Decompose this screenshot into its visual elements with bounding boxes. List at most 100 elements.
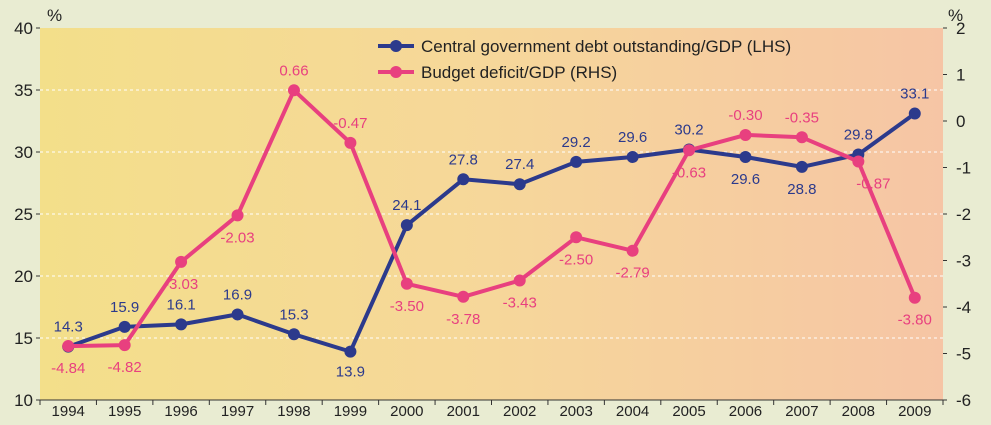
series-line-0 [67, 111, 916, 354]
series-point-0 [626, 150, 639, 163]
data-label-0: 15.9 [110, 299, 139, 316]
x-tick-label: 2001 [447, 403, 480, 420]
legend-label: Budget deficit/GDP (RHS) [421, 63, 617, 82]
data-label-0: 29.8 [844, 126, 873, 143]
series [62, 84, 921, 358]
series-point-0 [513, 178, 526, 191]
series-point-1 [400, 277, 413, 290]
data-labels: 14.3 15.9 16.1 16.9 15.3 13.9 24.1 27.8 27.4 29.2… [51, 62, 932, 380]
data-label-1: -0.47 [333, 115, 367, 132]
x-tick-label: 2004 [616, 403, 649, 420]
data-label-0: 15.3 [279, 306, 308, 323]
x-tick-label: 1997 [221, 403, 254, 420]
data-label-0: 29.6 [618, 129, 647, 146]
series-point-1 [62, 340, 75, 353]
data-label-1: 0.66 [279, 62, 308, 79]
legend-label: Central government debt outstanding/GDP … [421, 37, 791, 56]
left-tick-label: 10 [14, 391, 33, 410]
left-axis-unit: % [47, 6, 62, 25]
series-point-1 [344, 136, 357, 149]
left-tick-label: 30 [14, 143, 33, 162]
series-point-0 [739, 150, 752, 163]
data-label-0: 14.3 [54, 319, 83, 336]
x-tick-label: 2003 [559, 403, 592, 420]
series-line-1 [68, 88, 917, 349]
x-tick-label: 2007 [785, 403, 818, 420]
data-label-1: -0.30 [728, 107, 762, 124]
series-point-1 [626, 244, 639, 257]
data-label-0: 27.4 [505, 156, 534, 173]
data-label-1: -0.87 [856, 175, 890, 192]
right-tick-label: 2 [956, 19, 965, 38]
right-axis-unit: % [948, 6, 963, 25]
data-label-1: -4.82 [108, 359, 142, 376]
data-label-1: -0.63 [672, 164, 706, 181]
left-tick-label: 20 [14, 267, 33, 286]
right-tick-label: 1 [956, 66, 965, 85]
x-tick-label: 1995 [108, 403, 141, 420]
right-tick-label: -4 [956, 298, 971, 317]
data-label-0: 27.8 [449, 151, 478, 168]
x-tick-label: 2002 [503, 403, 536, 420]
series-point-0 [231, 308, 244, 321]
series-point-1 [457, 290, 470, 303]
series-point-1 [795, 131, 808, 144]
right-tick-label: -6 [956, 391, 971, 410]
data-label-1: -2.79 [615, 265, 649, 282]
series-point-1 [287, 84, 300, 97]
data-label-1: -2.50 [559, 251, 593, 268]
x-tick-label: 2008 [842, 403, 875, 420]
series-point-1 [739, 128, 752, 141]
series-point-1 [118, 339, 131, 352]
x-tick-label: 1998 [277, 403, 310, 420]
series-point-0 [175, 318, 188, 331]
legend: Central government debt outstanding/GDP … [378, 37, 791, 82]
data-label-1: -3.80 [898, 312, 932, 329]
data-label-0: 16.9 [223, 286, 252, 303]
series-point-0 [344, 345, 357, 358]
data-label-0: 28.8 [787, 181, 816, 198]
series-point-1 [570, 231, 583, 244]
right-tick-label: -1 [956, 159, 971, 178]
data-label-1: -4.84 [51, 360, 85, 377]
series-point-0 [908, 107, 921, 120]
data-label-0: 16.1 [166, 296, 195, 313]
legend-swatch-dot [390, 40, 402, 52]
series-point-1 [175, 255, 188, 268]
right-tick-label: -2 [956, 205, 971, 224]
data-label-1: -0.35 [785, 109, 819, 126]
data-label-1: -3.03 [164, 276, 198, 293]
data-label-0: 13.9 [336, 364, 365, 381]
data-label-1: -3.78 [446, 311, 480, 328]
legend-swatch-dot [390, 66, 402, 78]
data-label-0: 29.6 [731, 171, 760, 188]
data-label-0: 29.2 [562, 134, 591, 151]
data-label-0: 30.2 [674, 122, 703, 139]
series-point-0 [457, 173, 470, 186]
x-tick-label: 1999 [334, 403, 367, 420]
right-tick-label: -3 [956, 252, 971, 271]
series-point-0 [287, 328, 300, 341]
axes: 10 15 20 25 30 35 40% -6 -5 -4 -3 -2 -1 0 1 2% 1994 1995 1… [14, 6, 971, 420]
x-tick-label: 1994 [52, 403, 85, 420]
data-label-1: -2.03 [220, 229, 254, 246]
series-point-0 [118, 320, 131, 333]
series-point-0 [400, 219, 413, 232]
gridlines [40, 89, 943, 339]
x-tick-label: 1996 [164, 403, 197, 420]
left-tick-label: 40 [14, 19, 33, 38]
right-tick-label: -5 [956, 345, 971, 364]
data-label-1: -3.43 [503, 294, 537, 311]
series-point-1 [852, 155, 865, 168]
data-label-0: 33.1 [900, 86, 929, 103]
series-point-1 [683, 144, 696, 157]
series-point-0 [570, 155, 583, 168]
series-point-0 [795, 160, 808, 173]
series-point-1 [513, 274, 526, 287]
data-label-1: -3.50 [390, 298, 424, 315]
right-tick-label: 0 [956, 112, 965, 131]
x-tick-label: 2006 [729, 403, 762, 420]
series-point-1 [908, 291, 921, 304]
